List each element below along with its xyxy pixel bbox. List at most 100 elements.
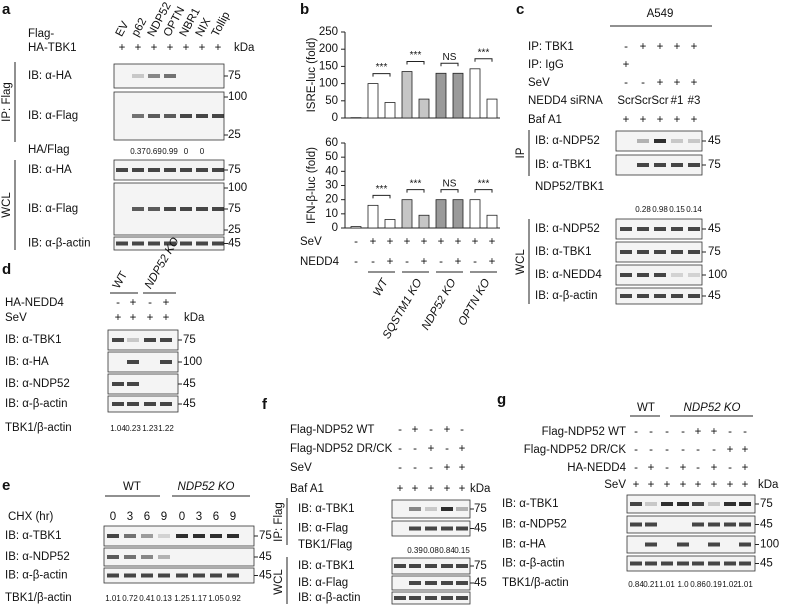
y-tick-label: 250 bbox=[319, 26, 338, 38]
condition-sign: - bbox=[624, 77, 628, 89]
significance-bracket bbox=[440, 189, 459, 193]
condition-sign: + bbox=[438, 236, 445, 248]
condition-sign: + bbox=[489, 256, 496, 268]
bar bbox=[401, 71, 413, 119]
condition-sign: + bbox=[727, 444, 734, 456]
condition-sign: Scr bbox=[651, 95, 668, 107]
condition-sign: - bbox=[681, 426, 685, 438]
band bbox=[210, 534, 222, 538]
lane-label: p62 bbox=[130, 16, 150, 39]
band bbox=[212, 207, 224, 211]
condition-sign: - bbox=[665, 462, 669, 474]
condition-sign: #1 bbox=[671, 95, 684, 107]
band bbox=[132, 168, 144, 172]
condition-label: Baf A1 bbox=[528, 114, 562, 126]
ratio-value: 0.14 bbox=[686, 205, 702, 214]
condition-sign: + bbox=[459, 462, 466, 474]
band bbox=[630, 502, 642, 506]
condition-sign: - bbox=[728, 462, 732, 474]
blot-label: IB: α-Flag bbox=[28, 110, 78, 122]
condition-label: SeV bbox=[528, 77, 550, 89]
y-tick-label: 200 bbox=[319, 43, 338, 55]
y-tick-label: 10 bbox=[325, 208, 338, 220]
condition-sign: + bbox=[199, 42, 206, 54]
significance-label: *** bbox=[478, 47, 490, 58]
band bbox=[132, 241, 144, 246]
band bbox=[160, 402, 172, 406]
ratio-value: 0.28 bbox=[635, 205, 651, 214]
ratio-value: 1.01 bbox=[105, 594, 121, 603]
band bbox=[661, 502, 673, 506]
band bbox=[724, 502, 736, 506]
group-label: OPTN KO bbox=[456, 277, 492, 328]
condition-sign: + bbox=[633, 479, 640, 491]
marker-label: 75 bbox=[760, 498, 773, 510]
ratio-value: 1.23 bbox=[142, 424, 158, 433]
ratio-value: 0.13 bbox=[156, 594, 172, 603]
lane-label: EV bbox=[114, 19, 132, 38]
condition-sign: + bbox=[640, 41, 647, 53]
blot-label: IB: α-TBK1 bbox=[298, 560, 355, 572]
band bbox=[620, 294, 632, 298]
marker-label: 45 bbox=[183, 378, 196, 390]
bar bbox=[486, 98, 498, 119]
condition-sign: + bbox=[387, 256, 394, 268]
ratio-value: 0.21 bbox=[643, 580, 659, 589]
blot-label: IB: α-HA bbox=[28, 70, 72, 82]
band bbox=[127, 402, 139, 406]
significance-label: NS bbox=[443, 52, 457, 63]
band bbox=[441, 596, 453, 600]
blot-label: IB: α-HA bbox=[5, 356, 49, 368]
condition-label: SeV bbox=[604, 479, 626, 491]
significance-label: *** bbox=[410, 50, 422, 61]
band bbox=[425, 581, 437, 585]
marker-label: 45 bbox=[259, 551, 272, 563]
band bbox=[193, 534, 205, 538]
panel-label: g bbox=[497, 391, 506, 408]
band bbox=[671, 139, 683, 143]
band bbox=[196, 168, 208, 172]
condition-sign: Scr bbox=[617, 95, 634, 107]
band bbox=[688, 273, 700, 277]
blot-label: IB: α-β-actin bbox=[502, 558, 564, 570]
band bbox=[692, 561, 704, 566]
side-label: WCL bbox=[273, 569, 285, 595]
marker-label: 75 bbox=[228, 203, 241, 215]
panel-label: a bbox=[2, 1, 11, 18]
band bbox=[645, 561, 657, 566]
band bbox=[654, 227, 666, 231]
band bbox=[688, 139, 700, 143]
marker-label: 75 bbox=[708, 246, 721, 258]
band bbox=[116, 241, 128, 246]
condition-label: Flag-NDP52 DR/CK bbox=[290, 443, 393, 455]
band bbox=[692, 502, 704, 506]
band bbox=[196, 114, 208, 118]
ratio-label: TBK1/Flag bbox=[298, 539, 352, 551]
condition-sign: + bbox=[459, 443, 466, 455]
ratio-value: 1.22 bbox=[158, 424, 174, 433]
band bbox=[677, 542, 689, 547]
significance-label: NS bbox=[443, 178, 457, 189]
blot-label: IB: α-NDP52 bbox=[5, 378, 70, 390]
band bbox=[620, 250, 632, 254]
band bbox=[180, 168, 192, 172]
band bbox=[227, 534, 239, 538]
band bbox=[409, 526, 421, 531]
band bbox=[164, 114, 176, 118]
condition-sign: + bbox=[674, 77, 681, 89]
ratio-value: 0.84 bbox=[628, 580, 644, 589]
marker-label: 100 bbox=[228, 182, 247, 194]
ratio-label: TBK1/β-actin bbox=[502, 577, 569, 589]
condition-sign: + bbox=[115, 312, 122, 324]
condition-sign: + bbox=[657, 41, 664, 53]
band bbox=[688, 250, 700, 254]
condition-sign: + bbox=[444, 462, 451, 474]
bar bbox=[384, 102, 396, 119]
lane-label: Tollip bbox=[210, 10, 233, 39]
band bbox=[132, 114, 144, 118]
group-label: NDP52 KO bbox=[178, 481, 235, 493]
ratio-value: 0.23 bbox=[125, 424, 141, 433]
condition-label: SeV bbox=[300, 236, 322, 248]
y-tick-label: 0 bbox=[332, 222, 338, 234]
band bbox=[637, 139, 649, 143]
